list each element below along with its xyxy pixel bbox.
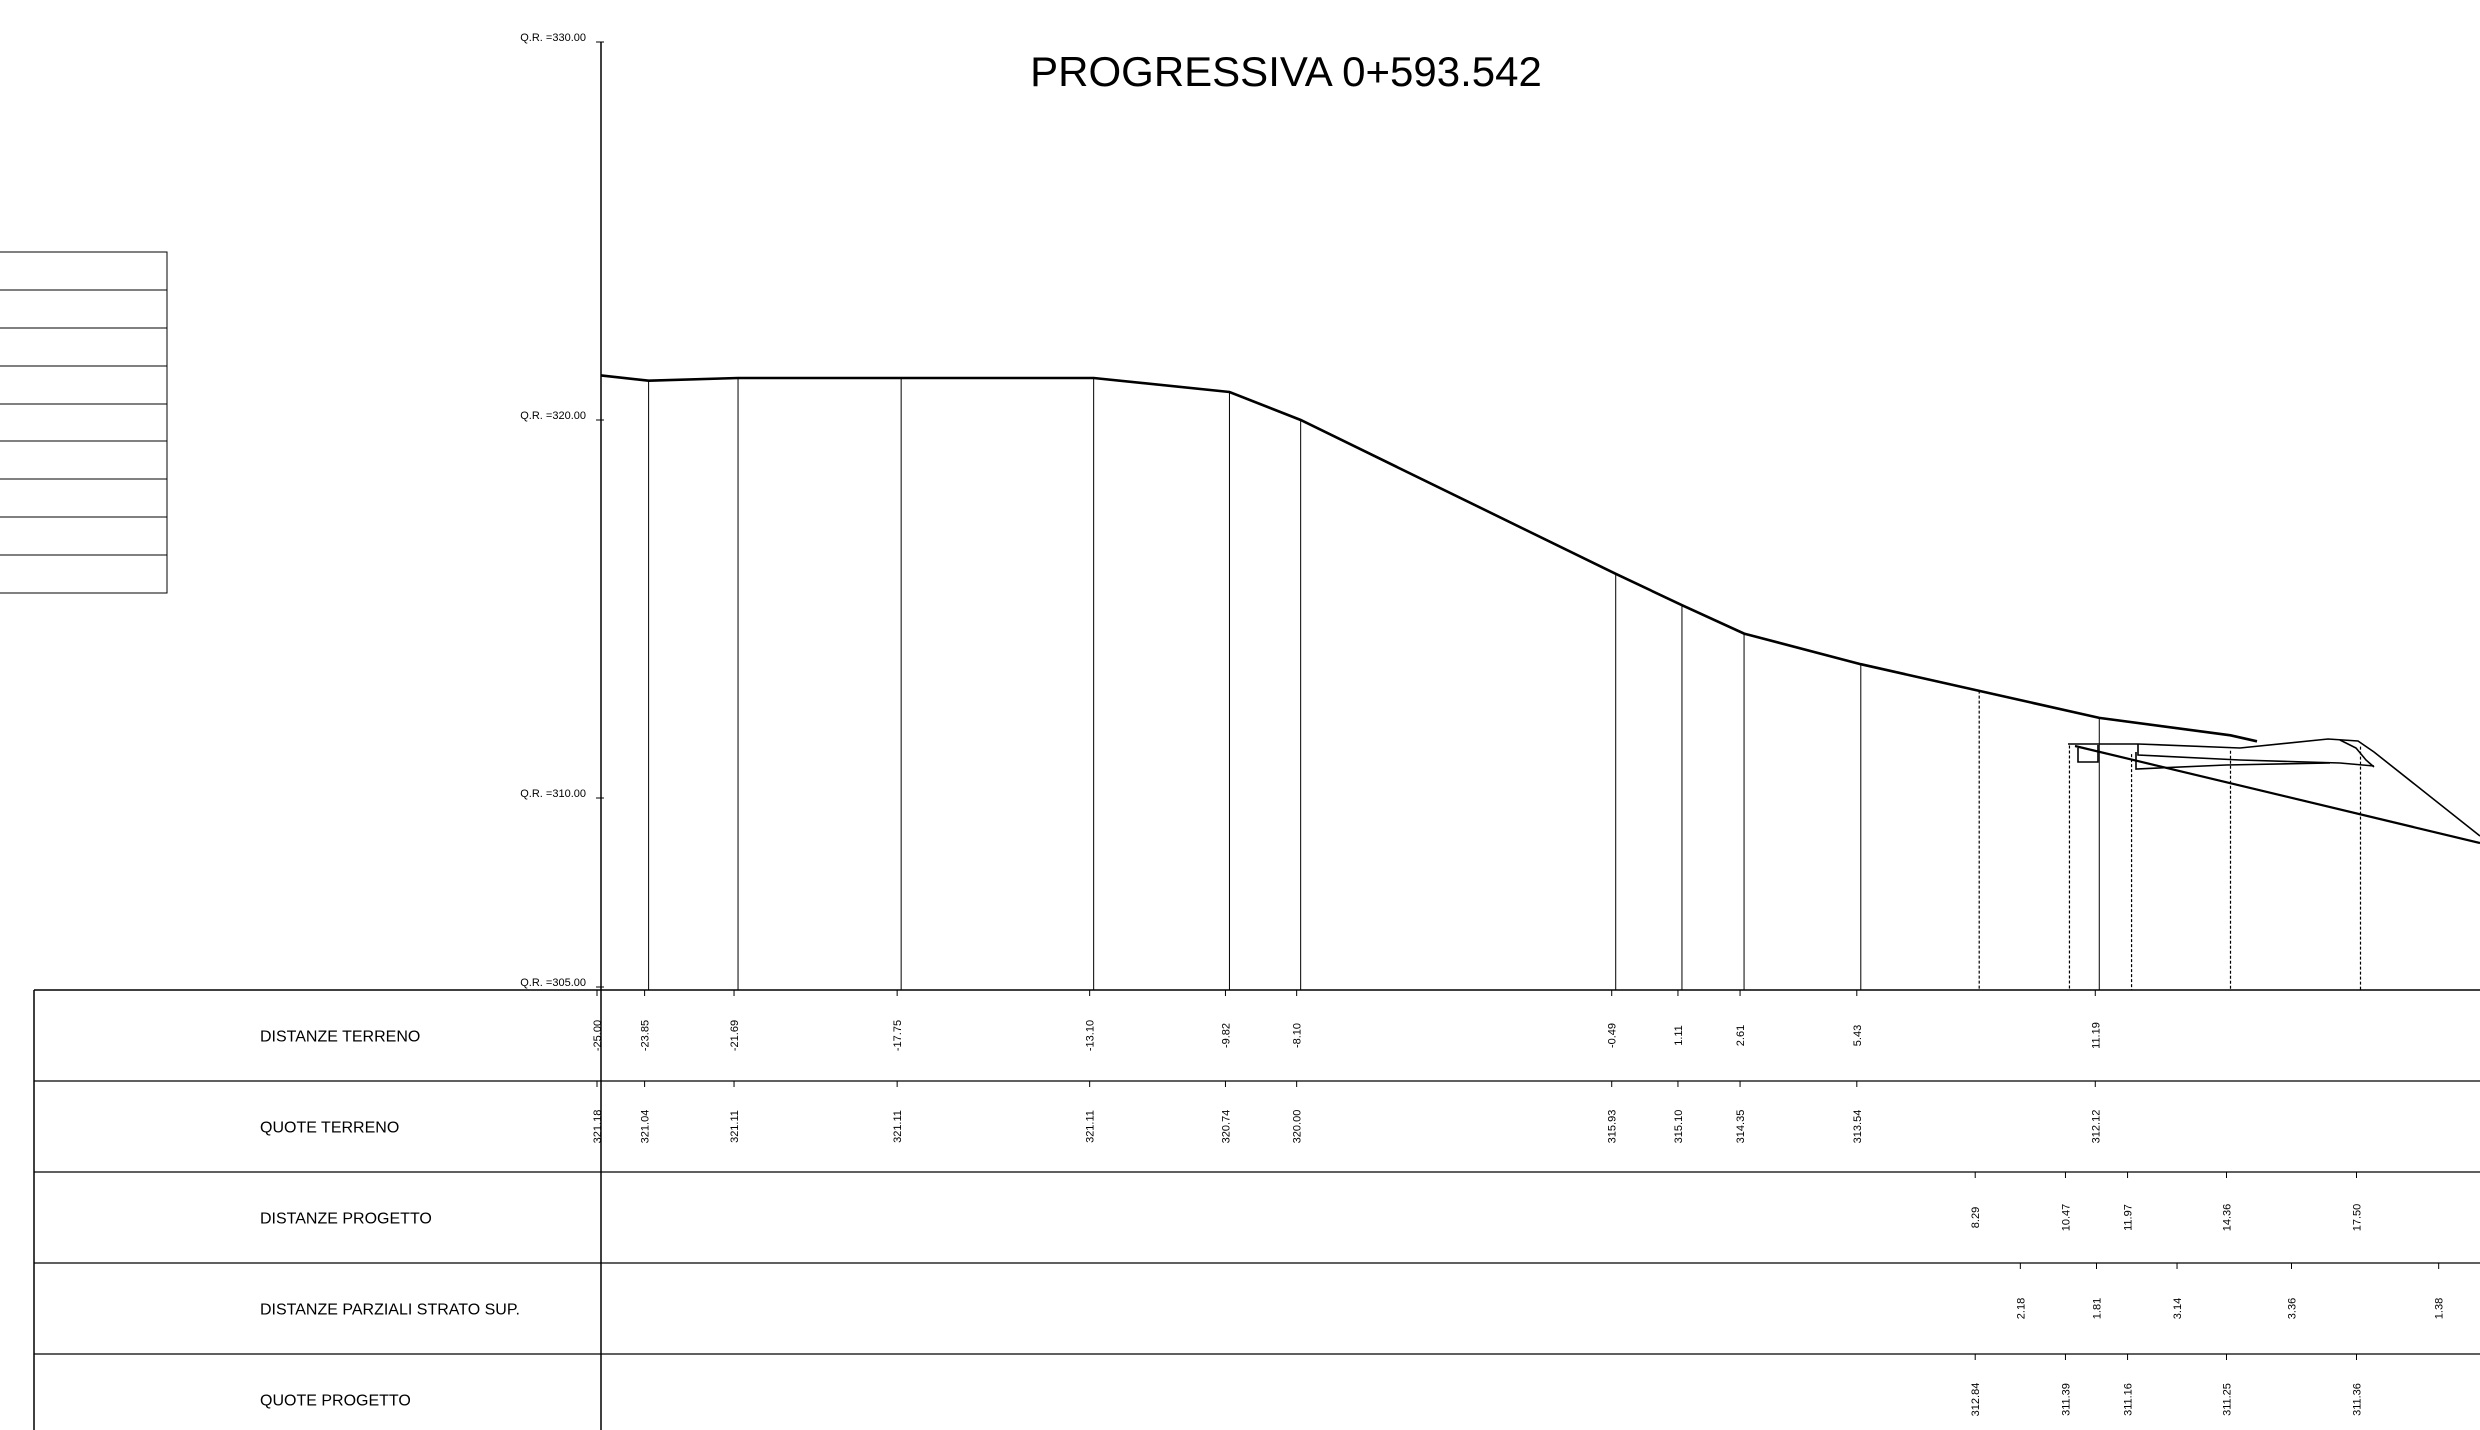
terrain-distance-label: 11.19 xyxy=(2090,1022,2102,1049)
section-title: PROGRESSIVA 0+593.542 xyxy=(1030,48,1542,95)
terrain-elevation-label: 312.12 xyxy=(2090,1110,2102,1144)
terrain-elevation-label: 321.11 xyxy=(892,1110,904,1143)
elevation-ref-label: Q.R. =330.00 xyxy=(520,32,586,44)
legend-box xyxy=(0,251,168,594)
project-road-body xyxy=(2068,738,2480,845)
terrain-elevation-label: 314.35 xyxy=(1735,1110,1747,1144)
partial-distance-label: 1.38 xyxy=(2434,1298,2446,1319)
elevation-ref-label: Q.R. =320.00 xyxy=(520,410,586,422)
terrain-elevation-label: 321.11 xyxy=(1085,1110,1097,1143)
project-elevation-label: 311.39 xyxy=(2060,1383,2072,1416)
project-distance-label: 14.36 xyxy=(2222,1204,2234,1232)
terrain-distance-label: -17.75 xyxy=(892,1020,904,1051)
table-row-label: QUOTE PROGETTO xyxy=(260,1393,411,1410)
data-table: DISTANZE TERRENO QUOTE TERRENO DISTANZE PR… xyxy=(33,989,2480,1430)
table-row-label: DISTANZE TERRENO xyxy=(260,1029,420,1046)
elevation-references: Q.R. =330.00 Q.R. =320.00 Q.R. =310.00 Q.R.… xyxy=(520,32,604,989)
table-row-label: QUOTE TERRENO xyxy=(260,1120,399,1137)
elevation-ref-label: Q.R. =305.00 xyxy=(520,977,586,989)
project-distance-label: 10.47 xyxy=(2060,1204,2072,1232)
terrain-elevation-label: 313.54 xyxy=(1852,1110,1864,1144)
terrain-elevation-label: 315.93 xyxy=(1607,1110,1619,1144)
terrain-distance-label: -13.10 xyxy=(1085,1020,1097,1051)
project-elevation-label: 312.84 xyxy=(1970,1383,1982,1417)
elevation-ref-label: Q.R. =310.00 xyxy=(520,788,586,800)
terrain-elevation-label: 320.00 xyxy=(1292,1110,1304,1144)
terrain-profile-line xyxy=(600,374,2258,743)
terrain-distance-label: 2.61 xyxy=(1735,1025,1747,1046)
partial-distance-label: 1.81 xyxy=(2092,1298,2104,1319)
terrain-elevation-label: 321.11 xyxy=(729,1110,741,1143)
terrain-distance-label: -25.00 xyxy=(592,1020,604,1051)
terrain-distance-label: -23.85 xyxy=(640,1020,652,1051)
terrain-elevation-label: 321.18 xyxy=(592,1110,604,1144)
table-row-label: DISTANZE PARZIALI STRATO SUP. xyxy=(260,1302,520,1319)
partial-distance-label: 3.14 xyxy=(2172,1298,2184,1319)
project-elevation-label: 311.16 xyxy=(2123,1383,2135,1416)
project-distance-label: 17.50 xyxy=(2352,1204,2364,1232)
terrain-elevation-label: 321.04 xyxy=(640,1110,652,1144)
project-distance-label: 8.29 xyxy=(1970,1207,1982,1228)
terrain-elevation-label: 315.10 xyxy=(1673,1110,1685,1144)
project-distance-label: 11.97 xyxy=(2123,1204,2135,1231)
terrain-distance-label: -21.69 xyxy=(729,1020,741,1051)
terrain-distance-label: 5.43 xyxy=(1852,1025,1864,1046)
terrain-distance-label: -8.10 xyxy=(1292,1023,1304,1048)
terrain-distance-label: -9.82 xyxy=(1220,1023,1232,1048)
project-reference-lines xyxy=(1978,690,2362,990)
terrain-distance-label: 1.11 xyxy=(1673,1025,1685,1046)
project-elevation-label: 311.36 xyxy=(2352,1383,2364,1416)
partial-distance-label: 2.18 xyxy=(2015,1298,2027,1319)
terrain-distance-label: -0.49 xyxy=(1607,1023,1619,1048)
table-row-label: DISTANZE PROGETTO xyxy=(260,1211,432,1228)
terrain-reference-lines xyxy=(648,378,2100,990)
partial-distance-label: 3.36 xyxy=(2287,1298,2299,1319)
project-elevation-label: 311.25 xyxy=(2222,1383,2234,1416)
terrain-elevation-label: 320.74 xyxy=(1220,1110,1232,1144)
